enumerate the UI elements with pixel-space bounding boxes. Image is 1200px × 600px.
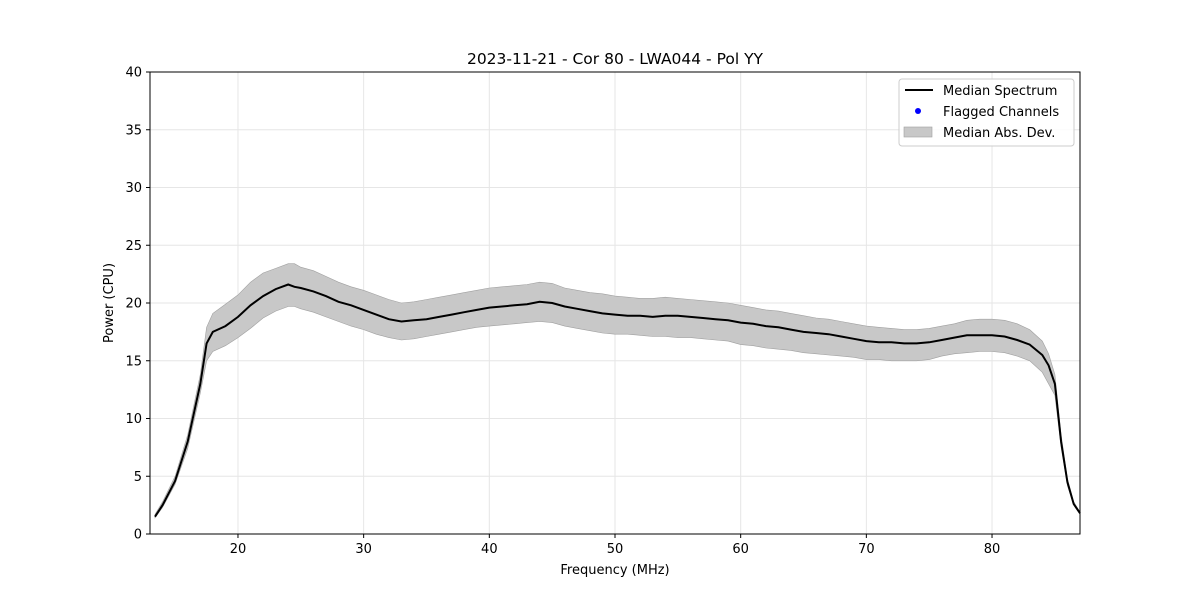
y-axis-ticks: 0 5 10 15 20 25 30 35 40 [125, 66, 150, 543]
y-axis-label: Power (CPU) [102, 263, 117, 343]
x-tick-label: 20 [230, 542, 247, 557]
y-tick-label: 10 [125, 412, 142, 427]
x-tick-label: 80 [984, 542, 1001, 557]
legend-median-label: Median Spectrum [943, 84, 1057, 99]
legend-box [898, 78, 1075, 147]
x-tick-label: 70 [858, 542, 875, 557]
median-spectrum-line [154, 283, 1081, 518]
median-abs-dev-band [154, 263, 1081, 519]
y-tick-label: 25 [125, 239, 142, 254]
y-tick-label: 30 [125, 181, 142, 196]
x-tick-label: 60 [732, 542, 749, 557]
legend-flagged-dot-icon [915, 108, 921, 114]
y-tick-label: 0 [134, 528, 142, 543]
y-tick-label: 20 [125, 297, 142, 312]
x-tick-label: 50 [607, 542, 624, 557]
legend: Median Spectrum Flagged Channels Median … [898, 78, 1075, 147]
legend-mad-band-icon [903, 126, 933, 138]
x-tick-label: 40 [481, 542, 498, 557]
chart-title: 2023-11-21 - Cor 80 - LWA044 - Pol YY [467, 50, 764, 68]
legend-mad-label: Median Abs. Dev. [943, 126, 1055, 141]
x-axis-ticks: 20 30 40 50 60 70 80 [230, 534, 1001, 557]
y-tick-label: 35 [125, 123, 142, 138]
x-axis-label: Frequency (MHz) [560, 563, 669, 578]
y-tick-label: 15 [125, 354, 142, 369]
y-tick-label: 40 [125, 66, 142, 81]
legend-flagged-label: Flagged Channels [943, 105, 1059, 120]
y-tick-label: 5 [134, 470, 142, 485]
x-tick-label: 30 [355, 542, 372, 557]
